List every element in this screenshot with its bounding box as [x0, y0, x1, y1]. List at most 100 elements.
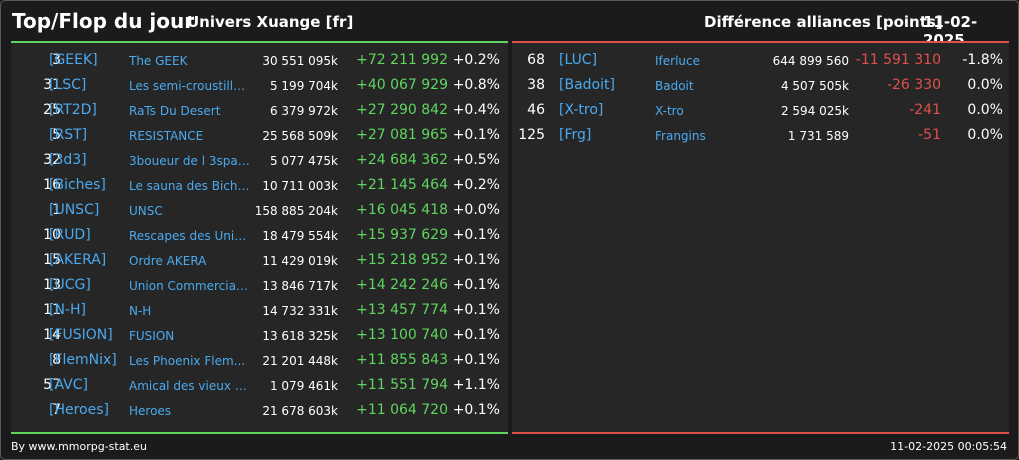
- alliance-tag-link[interactable]: [RT2D]: [49, 102, 97, 118]
- diff-cell: -26 330: [886, 77, 941, 93]
- diff-cell: +15 218 952: [356, 252, 448, 268]
- bottom-divider: [512, 432, 1009, 434]
- rank-cell: 16: [43, 177, 61, 193]
- table-row: 1 [UNSC] UNSC 158 885 204k +16 045 418 +0.0%: [11, 198, 508, 223]
- diff-cell: +16 045 418: [356, 202, 448, 218]
- alliance-name-link[interactable]: UNSC: [129, 204, 163, 218]
- percent-cell: 0.0%: [967, 127, 1003, 143]
- points-cell: 30 551 095k: [262, 54, 338, 68]
- table-row: 5 [RST] RESISTANCE 25 568 509k +27 081 965 +0…: [11, 123, 508, 148]
- alliance-name-link[interactable]: Heroes: [129, 404, 172, 418]
- points-cell: 10 711 003k: [262, 179, 338, 193]
- alliance-name-link[interactable]: Ordre AKERA: [129, 254, 207, 268]
- alliance-name-link[interactable]: Amical des vieux co...: [129, 379, 251, 393]
- diff-cell: -11 591 310: [855, 52, 941, 68]
- alliance-tag-link[interactable]: [LSC]: [49, 77, 87, 93]
- alliance-tag-link[interactable]: [UNSC]: [49, 202, 100, 218]
- alliance-name-link[interactable]: Iferluce: [655, 54, 700, 68]
- diff-cell: +11 855 843: [356, 352, 448, 368]
- percent-cell: +0.1%: [452, 327, 500, 343]
- alliance-tag-link[interactable]: [Badoit]: [559, 77, 615, 93]
- rank-cell: 3: [52, 52, 61, 68]
- rank-cell: 10: [43, 227, 61, 243]
- alliance-tag-link[interactable]: [LUC]: [559, 52, 598, 68]
- diff-cell: +11 064 720: [356, 402, 448, 418]
- timestamp: 11-02-2025 00:05:54: [890, 440, 1007, 453]
- diff-cell: +14 242 246: [356, 277, 448, 293]
- diff-cell: +13 457 774: [356, 302, 448, 318]
- rank-cell: 15: [43, 252, 61, 268]
- percent-cell: 0.0%: [967, 77, 1003, 93]
- table-row: 8 [FlemNix] Les Phoenix Flem... 21 201 448k…: [11, 348, 508, 373]
- percent-cell: 0.0%: [967, 102, 1003, 118]
- alliance-name-link[interactable]: RESISTANCE: [129, 129, 204, 143]
- alliance-tag-link[interactable]: [Frg]: [559, 127, 592, 143]
- table-row: 31 [LSC] Les semi-croustilla... 5 199 704k +…: [11, 73, 508, 98]
- alliance-tag-link[interactable]: [N-H]: [49, 302, 86, 318]
- alliance-name-link[interactable]: FUSION: [129, 329, 175, 343]
- alliance-name-link[interactable]: The GEEK: [129, 54, 188, 68]
- page-title: Top/Flop du jour: [12, 9, 195, 33]
- diff-cell: +27 290 842: [356, 102, 448, 118]
- alliance-tag-link[interactable]: [3d3]: [49, 152, 87, 168]
- section-title: Différence alliances [points]: [704, 13, 943, 31]
- alliance-tag-link[interactable]: [Biches]: [49, 177, 106, 193]
- alliance-tag-link[interactable]: [UCG]: [49, 277, 91, 293]
- alliance-name-link[interactable]: Rescapes des Univ...: [129, 229, 251, 243]
- alliance-name-link[interactable]: 3boueur de l 3space: [129, 154, 251, 168]
- rank-cell: 13: [43, 277, 61, 293]
- alliance-name-link[interactable]: Les semi-croustilla...: [129, 79, 251, 93]
- alliance-tag-link[interactable]: [FlemNix]: [49, 352, 117, 368]
- alliance-name-link[interactable]: Le sauna des Biche...: [129, 179, 251, 193]
- diff-cell: +72 211 992: [356, 52, 448, 68]
- percent-cell: -1.8%: [962, 52, 1003, 68]
- alliance-name-link[interactable]: Union Commerciale...: [129, 279, 251, 293]
- percent-cell: +0.5%: [452, 152, 500, 168]
- table-row: 16 [Biches] Le sauna des Biche... 10 711 00…: [11, 173, 508, 198]
- diff-cell: +11 551 794: [356, 377, 448, 393]
- alliance-tag-link[interactable]: [RST]: [49, 127, 88, 143]
- alliance-name-link[interactable]: N-H: [129, 304, 152, 318]
- rank-cell: 32: [43, 152, 61, 168]
- rank-cell: 5: [52, 127, 61, 143]
- alliance-name-link[interactable]: Badoit: [655, 79, 694, 93]
- alliance-name-link[interactable]: X-tro: [655, 104, 684, 118]
- alliance-tag-link[interactable]: [RUD]: [49, 227, 91, 243]
- points-cell: 13 618 325k: [262, 329, 338, 343]
- rank-cell: 31: [43, 77, 61, 93]
- alliance-tag-link[interactable]: [FUSION]: [49, 327, 113, 343]
- rank-cell: 14: [43, 327, 61, 343]
- table-row: 13 [UCG] Union Commerciale... 13 846 717k +1…: [11, 273, 508, 298]
- alliance-tag-link[interactable]: [Heroes]: [49, 402, 109, 418]
- alliance-name-link[interactable]: RaTs Du Desert: [129, 104, 221, 118]
- table-row: 46 [X-tro] X-tro 2 594 025k -241 0.0%: [512, 98, 1009, 123]
- alliance-tag-link[interactable]: [GEEK]: [49, 52, 98, 68]
- bottom-divider: [11, 432, 508, 434]
- alliance-tag-link[interactable]: [X-tro]: [559, 102, 604, 118]
- alliance-name-link[interactable]: Les Phoenix Flem...: [129, 354, 246, 368]
- points-cell: 1 079 461k: [269, 379, 338, 393]
- points-cell: 21 678 603k: [262, 404, 338, 418]
- rank-cell: 7: [52, 402, 61, 418]
- top-panel: 3 [GEEK] The GEEK 30 551 095k +72 211 992 +0.…: [11, 41, 508, 434]
- top-divider: [512, 41, 1009, 43]
- diff-cell: -51: [918, 127, 941, 143]
- points-cell: 158 885 204k: [254, 204, 338, 218]
- table-row: 3 [GEEK] The GEEK 30 551 095k +72 211 992 +0.…: [11, 48, 508, 73]
- rank-cell: 25: [43, 102, 61, 118]
- points-cell: 2 594 025k: [780, 104, 849, 118]
- alliance-name-link[interactable]: Frangins: [655, 129, 706, 143]
- rank-cell: 1: [52, 202, 61, 218]
- flop-panel: 68 [LUC] Iferluce 644 899 560 -11 591 310 -1.…: [512, 41, 1009, 434]
- source-link[interactable]: By www.mmorpg-stat.eu: [11, 440, 147, 453]
- table-row: 38 [Badoit] Badoit 4 507 505k -26 330 0.0%: [512, 73, 1009, 98]
- rank-cell: 57: [43, 377, 61, 393]
- alliance-tag-link[interactable]: [AKERA]: [49, 252, 107, 268]
- alliance-tag-link[interactable]: [AVC]: [49, 377, 88, 393]
- percent-cell: +0.1%: [452, 127, 500, 143]
- points-cell: 25 568 509k: [262, 129, 338, 143]
- points-cell: 13 846 717k: [262, 279, 338, 293]
- percent-cell: +0.0%: [452, 202, 500, 218]
- table-row: 11 [N-H] N-H 14 732 331k +13 457 774 +0.1%: [11, 298, 508, 323]
